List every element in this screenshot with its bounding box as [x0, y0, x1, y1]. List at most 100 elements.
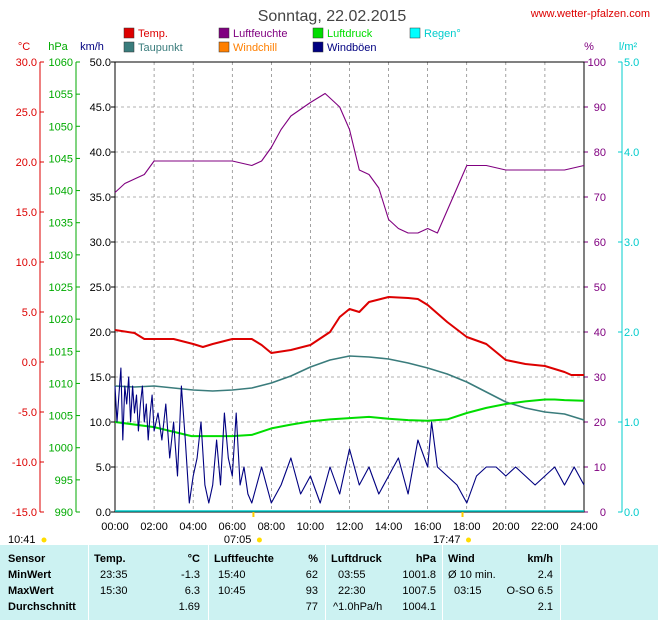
pressure-tick-label: 1030 [49, 250, 73, 262]
humidity-tick-label: 20 [594, 417, 606, 429]
pressure-tick-label: 1005 [49, 411, 73, 423]
header-wind: Wind [448, 553, 475, 565]
humidity-tick-label: 80 [594, 147, 606, 159]
legend-swatch [312, 27, 324, 39]
wind-tick-label: 20.0 [90, 327, 111, 339]
pressure-tick-label: 1035 [49, 218, 73, 230]
wind-tick-label: 35.0 [90, 192, 111, 204]
humidity-tick-label: 30 [594, 372, 606, 384]
temp-tick-label: 15.0 [16, 207, 37, 219]
row-min-hum-time: 15:40 [218, 569, 246, 581]
time-marker-label: 10:41 [8, 534, 36, 545]
legend-label: Luftdruck [327, 28, 373, 40]
humidity-tick-label: 40 [594, 327, 606, 339]
legend-label: Regen° [424, 28, 461, 40]
wind-tick-label: 0.0 [96, 507, 111, 519]
x-tick-labels: 00:00 02:00 04:00 06:00 08:00 10:00 12:00 14:00… [101, 521, 598, 533]
row-min-temp-value: -1.3 [181, 569, 200, 581]
sun-times: 07:05 17:47 10:41 [8, 512, 472, 545]
temp-tick-label: 25.0 [16, 107, 37, 119]
row-min-wind-value: 2.4 [537, 569, 553, 581]
x-tick-label: 22:00 [531, 521, 559, 533]
header-temp-unit: °C [187, 553, 200, 565]
pressure-tick-label: 1045 [49, 153, 73, 165]
wind-tick-label: 15.0 [90, 372, 111, 384]
x-tick-label: 00:00 [101, 521, 129, 533]
legend-label: Taupunkt [138, 42, 183, 54]
humidity-tick-label: 0 [600, 507, 606, 519]
legend-swatch [123, 41, 135, 53]
header-sensor: Sensor [8, 553, 46, 565]
sun-icon [256, 537, 262, 543]
legend: Temp. Taupunkt Luftfeuchte Windchill Luftdru… [123, 27, 461, 54]
x-tick-label: 14:00 [375, 521, 403, 533]
wind-tick-label: 45.0 [90, 102, 111, 114]
x-tick-label: 16:00 [414, 521, 442, 533]
header-wind-unit: km/h [527, 553, 553, 565]
legend-swatch [218, 41, 230, 53]
row-min-wind-time: Ø 10 min. [448, 569, 496, 581]
wind-tick-label: 50.0 [90, 57, 111, 69]
humidity-tick-label: 60 [594, 237, 606, 249]
wind-tick-label: 30.0 [90, 237, 111, 249]
legend-swatch [312, 41, 324, 53]
x-tick-label: 04:00 [179, 521, 207, 533]
series-temp [114, 296, 584, 376]
wind-tick-label: 5.0 [96, 462, 111, 474]
row-avg-press-time: ^1.0hPa/h [333, 601, 383, 613]
pressure-tick-label: 1060 [49, 57, 73, 69]
chart-title: Sonntag, 22.02.2015 [258, 8, 407, 25]
weather-chart: Sonntag, 22.02.2015 www.wetter-pfalzen.c… [8, 8, 650, 545]
temp-tick-label: 30.0 [16, 57, 37, 69]
row-max-wind-time: 03:15 [454, 585, 482, 597]
rain-tick-label: 0.0 [624, 507, 639, 519]
temp-tick-label: 10.0 [16, 257, 37, 269]
row-avg-press-value: 1004.1 [402, 601, 436, 613]
wind-tick-label: 25.0 [90, 282, 111, 294]
pressure-tick-label: 1050 [49, 121, 73, 133]
pressure-tick-label: 1010 [49, 378, 73, 390]
sunrise-label: 07:05 [224, 534, 252, 545]
rain-tick-label: 5.0 [624, 57, 639, 69]
pressure-tick-label: 990 [55, 507, 73, 519]
header-humidity-unit: % [308, 553, 318, 565]
pressure-tick-label: 1000 [49, 443, 73, 455]
x-tick-label: 06:00 [218, 521, 246, 533]
humidity-tick-label: 90 [594, 102, 606, 114]
row-max-label: MaxWert [8, 585, 54, 597]
humidity-tick-label: 70 [594, 192, 606, 204]
humidity-tick-label: 10 [594, 462, 606, 474]
kmh-axis-unit: km/h [80, 41, 104, 53]
stats-table: Sensor Temp. °C Luftfeuchte % Luftdruck … [0, 545, 658, 620]
row-max-press-time: 22:30 [338, 585, 366, 597]
rain-tick-label: 3.0 [624, 237, 639, 249]
pressure-tick-label: 1015 [49, 346, 73, 358]
x-tick-label: 08:00 [258, 521, 286, 533]
legend-swatch [123, 27, 135, 39]
rain-tick-label: 4.0 [624, 147, 639, 159]
site-link[interactable]: www.wetter-pfalzen.com [530, 8, 650, 20]
x-tick-label: 12:00 [336, 521, 364, 533]
axes: 30.0 25.0 20.0 15.0 10.0 5.0 0.0 -5.0 -10.0 -15.0… [12, 57, 639, 519]
row-max-hum-time: 10:45 [218, 585, 246, 597]
header-humidity: Luftfeuchte [214, 553, 274, 565]
row-max-hum-value: 93 [305, 585, 318, 597]
pressure-tick-label: 1040 [49, 186, 73, 198]
temp-tick-label: -15.0 [12, 507, 37, 519]
rain-tick-label: 2.0 [624, 327, 639, 339]
row-min-label: MinWert [8, 569, 52, 581]
legend-label: Temp. [138, 28, 168, 40]
humidity-tick-label: 50 [594, 282, 606, 294]
pct-axis-unit: % [584, 41, 594, 53]
header-temp: Temp. [94, 553, 126, 565]
grid [115, 62, 584, 512]
sun-icon [466, 537, 472, 543]
legend-label: Windchill [233, 42, 277, 54]
rain-tick-label: 1.0 [624, 417, 639, 429]
temp-tick-label: -10.0 [12, 457, 37, 469]
wind-tick-label: 10.0 [90, 417, 111, 429]
legend-swatch [409, 27, 421, 39]
legend-label: Luftfeuchte [233, 28, 287, 40]
series [114, 92, 585, 512]
humidity-tick-label: 100 [588, 57, 606, 69]
